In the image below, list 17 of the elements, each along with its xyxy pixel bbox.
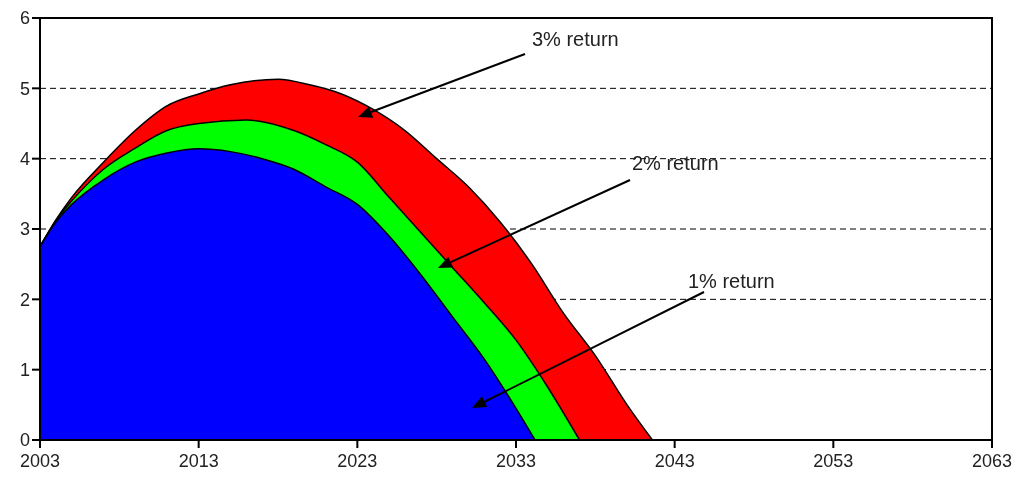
y-tick-label: 5	[19, 78, 30, 99]
text: 2% return	[632, 152, 719, 174]
y-tick-label: 6	[19, 8, 30, 29]
y-tick-label: 1	[19, 360, 30, 381]
x-tick-label: 2043	[654, 450, 695, 471]
x-tick-label: 2013	[178, 450, 219, 471]
y-tick-label: 3	[19, 219, 30, 240]
x-tick-label: 2053	[813, 450, 854, 471]
y-tick-label: 0	[19, 430, 30, 451]
x-tick-label: 2033	[495, 450, 537, 471]
y-tick-label: 2	[19, 289, 30, 310]
x-tick-label: 2003	[19, 450, 61, 471]
text: 1% return	[688, 270, 775, 292]
y-tick-label: 4	[19, 149, 30, 170]
text: 3% return	[532, 28, 619, 50]
x-tick-label: 2023	[337, 450, 378, 471]
x-tick-label: 2063	[971, 450, 1013, 471]
